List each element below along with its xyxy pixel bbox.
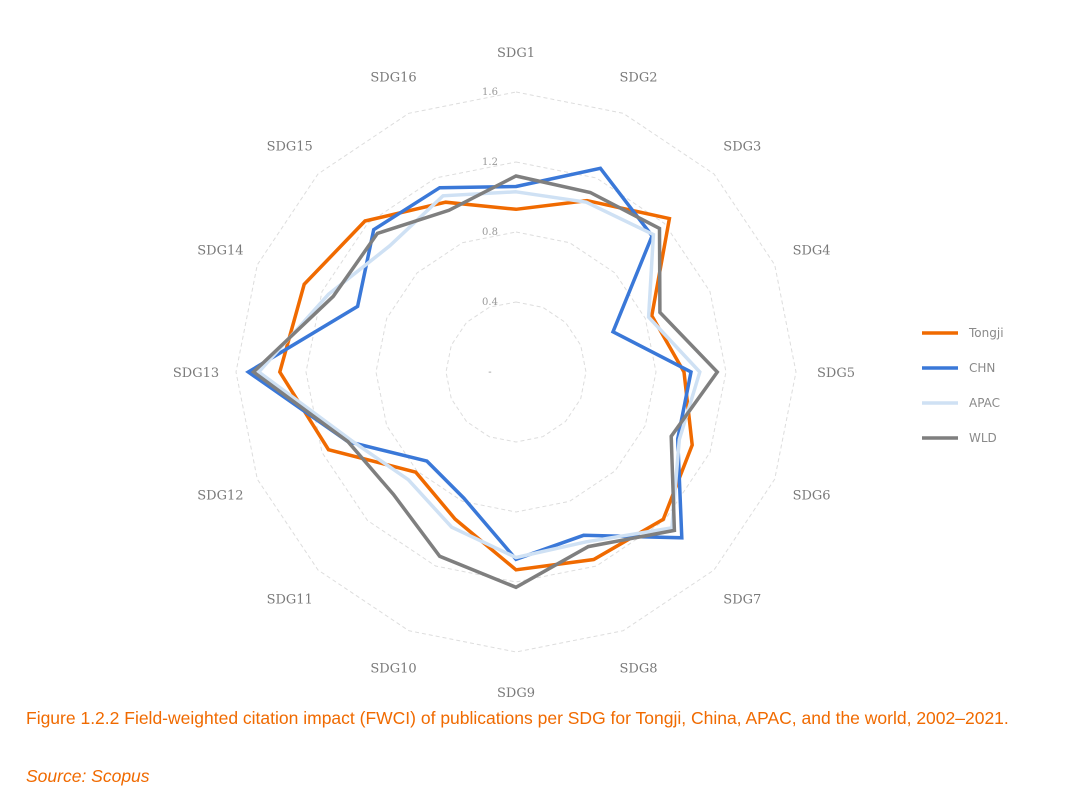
legend-label-wld: WLD [969, 431, 997, 445]
axis-label-sdg11: SDG11 [267, 592, 313, 607]
axis-label-sdg16: SDG16 [370, 70, 416, 85]
series-line-tongji [277, 198, 694, 572]
legend-label-chn: CHN [969, 361, 995, 375]
tick-label: 1.6 [482, 87, 498, 98]
radar-grid [235, 91, 797, 653]
tick-label: 0.4 [482, 297, 498, 308]
axis-label-sdg13: SDG13 [173, 366, 219, 381]
axis-label-sdg7: SDG7 [723, 592, 761, 607]
figure-caption: Figure 1.2.2 Field-weighted citation imp… [26, 708, 1009, 728]
legend-label-tongji: Tongji [968, 326, 1004, 340]
tick-label: 1.2 [482, 157, 498, 168]
radar-series [245, 166, 720, 590]
grid-ring [445, 301, 587, 443]
axis-label-sdg15: SDG15 [267, 140, 313, 155]
grid-ring [235, 91, 797, 653]
radar-chart: -0.40.81.21.6 SDG1SDG2SDG3SDG4SDG5SDG6SD… [173, 46, 1004, 700]
legend-label-apac: APAC [969, 396, 1000, 410]
grid-ring [375, 231, 657, 513]
series-line-apac [256, 190, 702, 560]
axis-label-sdg10: SDG10 [370, 662, 416, 677]
chart-legend: Tongji CHN APAC WLD [922, 326, 1004, 445]
axis-label-sdg2: SDG2 [620, 70, 658, 85]
series-line-wld [250, 174, 720, 590]
tick-label: 0.8 [482, 227, 498, 238]
axis-label-sdg8: SDG8 [620, 662, 658, 677]
axis-label-sdg12: SDG12 [197, 489, 243, 504]
axis-label-sdg14: SDG14 [197, 244, 243, 259]
figure-source: Source: Scopus [26, 766, 150, 786]
radar-tick-labels: - 0.4 0.8 1.2 1.6 [482, 87, 498, 378]
axis-label-sdg9: SDG9 [497, 686, 535, 700]
radar-axis-labels: SDG1 SDG2 SDG3 SDG4 SDG5 SDG6 SDG7 SDG8 SDG9 SDG1… [173, 46, 855, 700]
axis-label-sdg6: SDG6 [793, 489, 831, 504]
series-line-chn [245, 166, 693, 562]
grid-ring [305, 161, 727, 583]
axis-label-sdg5: SDG5 [817, 366, 855, 381]
axis-label-sdg3: SDG3 [723, 140, 761, 155]
axis-label-sdg1: SDG1 [497, 46, 535, 61]
axis-label-sdg4: SDG4 [793, 244, 831, 259]
tick-label: - [488, 367, 491, 378]
